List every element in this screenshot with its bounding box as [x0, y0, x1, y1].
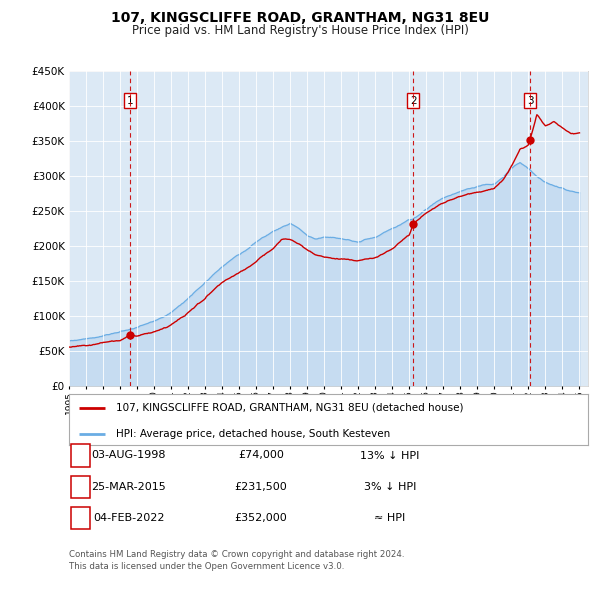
Text: 107, KINGSCLIFFE ROAD, GRANTHAM, NG31 8EU: 107, KINGSCLIFFE ROAD, GRANTHAM, NG31 8E…	[111, 11, 489, 25]
Text: 04-FEB-2022: 04-FEB-2022	[93, 513, 165, 523]
Text: This data is licensed under the Open Government Licence v3.0.: This data is licensed under the Open Gov…	[69, 562, 344, 571]
Text: £74,000: £74,000	[238, 451, 284, 460]
Text: 3: 3	[527, 96, 533, 106]
Text: 03-AUG-1998: 03-AUG-1998	[92, 451, 166, 460]
Text: £352,000: £352,000	[235, 513, 287, 523]
Text: £231,500: £231,500	[235, 482, 287, 491]
Text: 2: 2	[410, 96, 416, 106]
Text: 3% ↓ HPI: 3% ↓ HPI	[364, 482, 416, 491]
Text: 1: 1	[77, 451, 84, 460]
Text: Price paid vs. HM Land Registry's House Price Index (HPI): Price paid vs. HM Land Registry's House …	[131, 24, 469, 37]
Text: Contains HM Land Registry data © Crown copyright and database right 2024.: Contains HM Land Registry data © Crown c…	[69, 550, 404, 559]
Text: HPI: Average price, detached house, South Kesteven: HPI: Average price, detached house, Sout…	[116, 429, 390, 439]
Text: ≈ HPI: ≈ HPI	[374, 513, 406, 523]
Text: 2: 2	[77, 482, 84, 491]
Text: 107, KINGSCLIFFE ROAD, GRANTHAM, NG31 8EU (detached house): 107, KINGSCLIFFE ROAD, GRANTHAM, NG31 8E…	[116, 402, 463, 412]
Text: 1: 1	[127, 96, 133, 106]
Text: 3: 3	[77, 513, 84, 523]
Text: 25-MAR-2015: 25-MAR-2015	[92, 482, 166, 491]
Text: 13% ↓ HPI: 13% ↓ HPI	[361, 451, 419, 460]
